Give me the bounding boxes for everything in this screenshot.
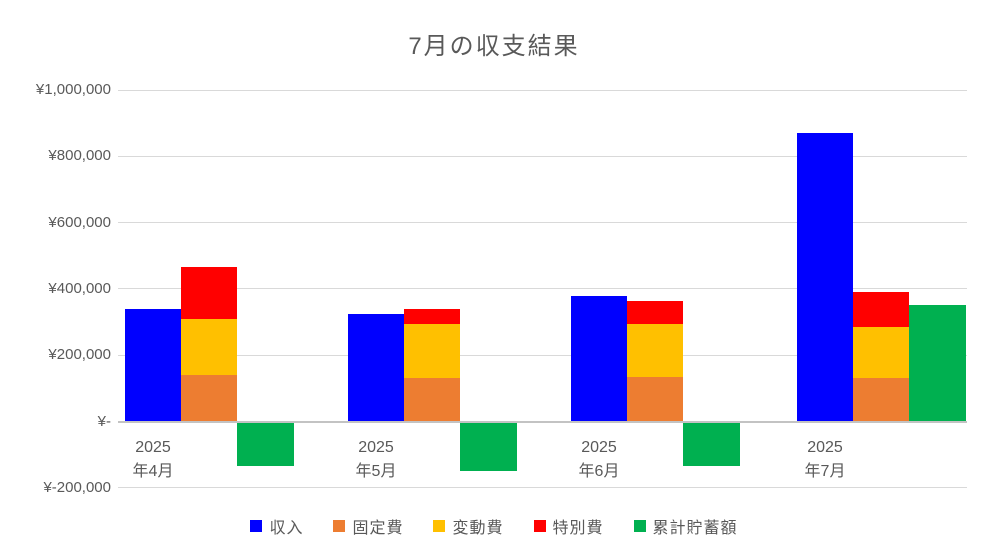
bar-variable-cost-1[interactable]: [404, 323, 460, 379]
bar-special-cost-3[interactable]: [853, 292, 909, 327]
legend-item-variable-cost[interactable]: 変動費: [433, 514, 503, 538]
y-axis-tick-label: ¥-: [97, 412, 111, 430]
x-axis-label-year: 2025: [135, 439, 171, 456]
bar-variable-cost-0[interactable]: [181, 318, 237, 376]
legend-label-special-cost: 特別費: [552, 520, 604, 537]
legend-label-variable-cost: 変動費: [452, 520, 504, 537]
bar-income-0[interactable]: [125, 308, 181, 422]
legend-label-cumulative-savings: 累計貯蓄額: [652, 520, 738, 537]
legend-label-fixed-cost: 固定費: [352, 520, 404, 537]
x-axis-category-label: 2025 年4月: [83, 436, 223, 484]
y-axis-tick-label: ¥200,000: [48, 346, 111, 364]
x-axis-line: [118, 420, 967, 423]
legend-swatch-special-cost: [533, 520, 546, 532]
bar-cumulative-savings-3[interactable]: [909, 305, 966, 422]
bar-special-cost-2[interactable]: [627, 300, 683, 324]
bar-fixed-cost-1[interactable]: [404, 378, 460, 422]
legend-label-income: 収入: [269, 520, 304, 537]
y-axis-tick-label: ¥400,000: [48, 279, 111, 297]
y-axis-tick-label: ¥600,000: [48, 213, 111, 231]
bar-income-3[interactable]: [797, 133, 853, 422]
bar-income-2[interactable]: [571, 295, 627, 422]
x-axis-label-month: 年4月: [132, 463, 174, 480]
bar-cumulative-savings-1[interactable]: [460, 422, 517, 471]
x-axis-category-label: 2025 年6月: [529, 436, 669, 484]
gridline: [118, 155, 967, 157]
y-axis-tick-label: ¥800,000: [48, 147, 111, 165]
bar-cumulative-savings-2[interactable]: [683, 422, 740, 466]
bar-variable-cost-3[interactable]: [853, 327, 909, 379]
legend-swatch-fixed-cost: [333, 520, 346, 532]
y-axis-tick-label: ¥-200,000: [43, 478, 111, 496]
x-axis-label-year: 2025: [581, 439, 617, 456]
x-axis-label-month: 年7月: [804, 463, 846, 480]
legend-item-special-cost[interactable]: 特別費: [533, 514, 604, 538]
x-axis-category-label: 2025 年5月: [306, 436, 446, 484]
bar-special-cost-1[interactable]: [404, 308, 460, 324]
gridline: [118, 288, 967, 290]
chart-legend: 収入 固定費 変動費 特別費 累計貯蓄額: [0, 514, 988, 538]
legend-swatch-variable-cost: [433, 520, 446, 532]
bar-fixed-cost-3[interactable]: [853, 378, 909, 422]
x-axis-label-month: 年6月: [578, 463, 620, 480]
bar-income-1[interactable]: [348, 313, 404, 422]
bar-variable-cost-2[interactable]: [627, 323, 683, 377]
y-axis-tick-label: ¥1,000,000: [35, 81, 111, 98]
x-axis-label-year: 2025: [358, 439, 394, 456]
legend-swatch-income: [250, 520, 263, 532]
gridline: [118, 354, 967, 356]
x-axis-label-year: 2025: [807, 439, 843, 456]
bar-cumulative-savings-0[interactable]: [237, 422, 294, 466]
legend-swatch-cumulative-savings: [633, 520, 646, 532]
bar-special-cost-0[interactable]: [181, 267, 237, 319]
gridline: [118, 89, 967, 91]
chart-title: 7月の収支結果: [408, 33, 580, 60]
gridline: [118, 487, 967, 489]
legend-item-cumulative-savings[interactable]: 累計貯蓄額: [633, 514, 738, 538]
legend-item-income[interactable]: 収入: [250, 514, 303, 538]
x-axis-category-label: 2025 年7月: [755, 436, 895, 484]
gridline: [118, 222, 967, 224]
x-axis-label-month: 年5月: [355, 463, 397, 480]
legend-item-fixed-cost[interactable]: 固定費: [333, 514, 403, 538]
bar-fixed-cost-0[interactable]: [181, 375, 237, 422]
bar-fixed-cost-2[interactable]: [627, 376, 683, 422]
